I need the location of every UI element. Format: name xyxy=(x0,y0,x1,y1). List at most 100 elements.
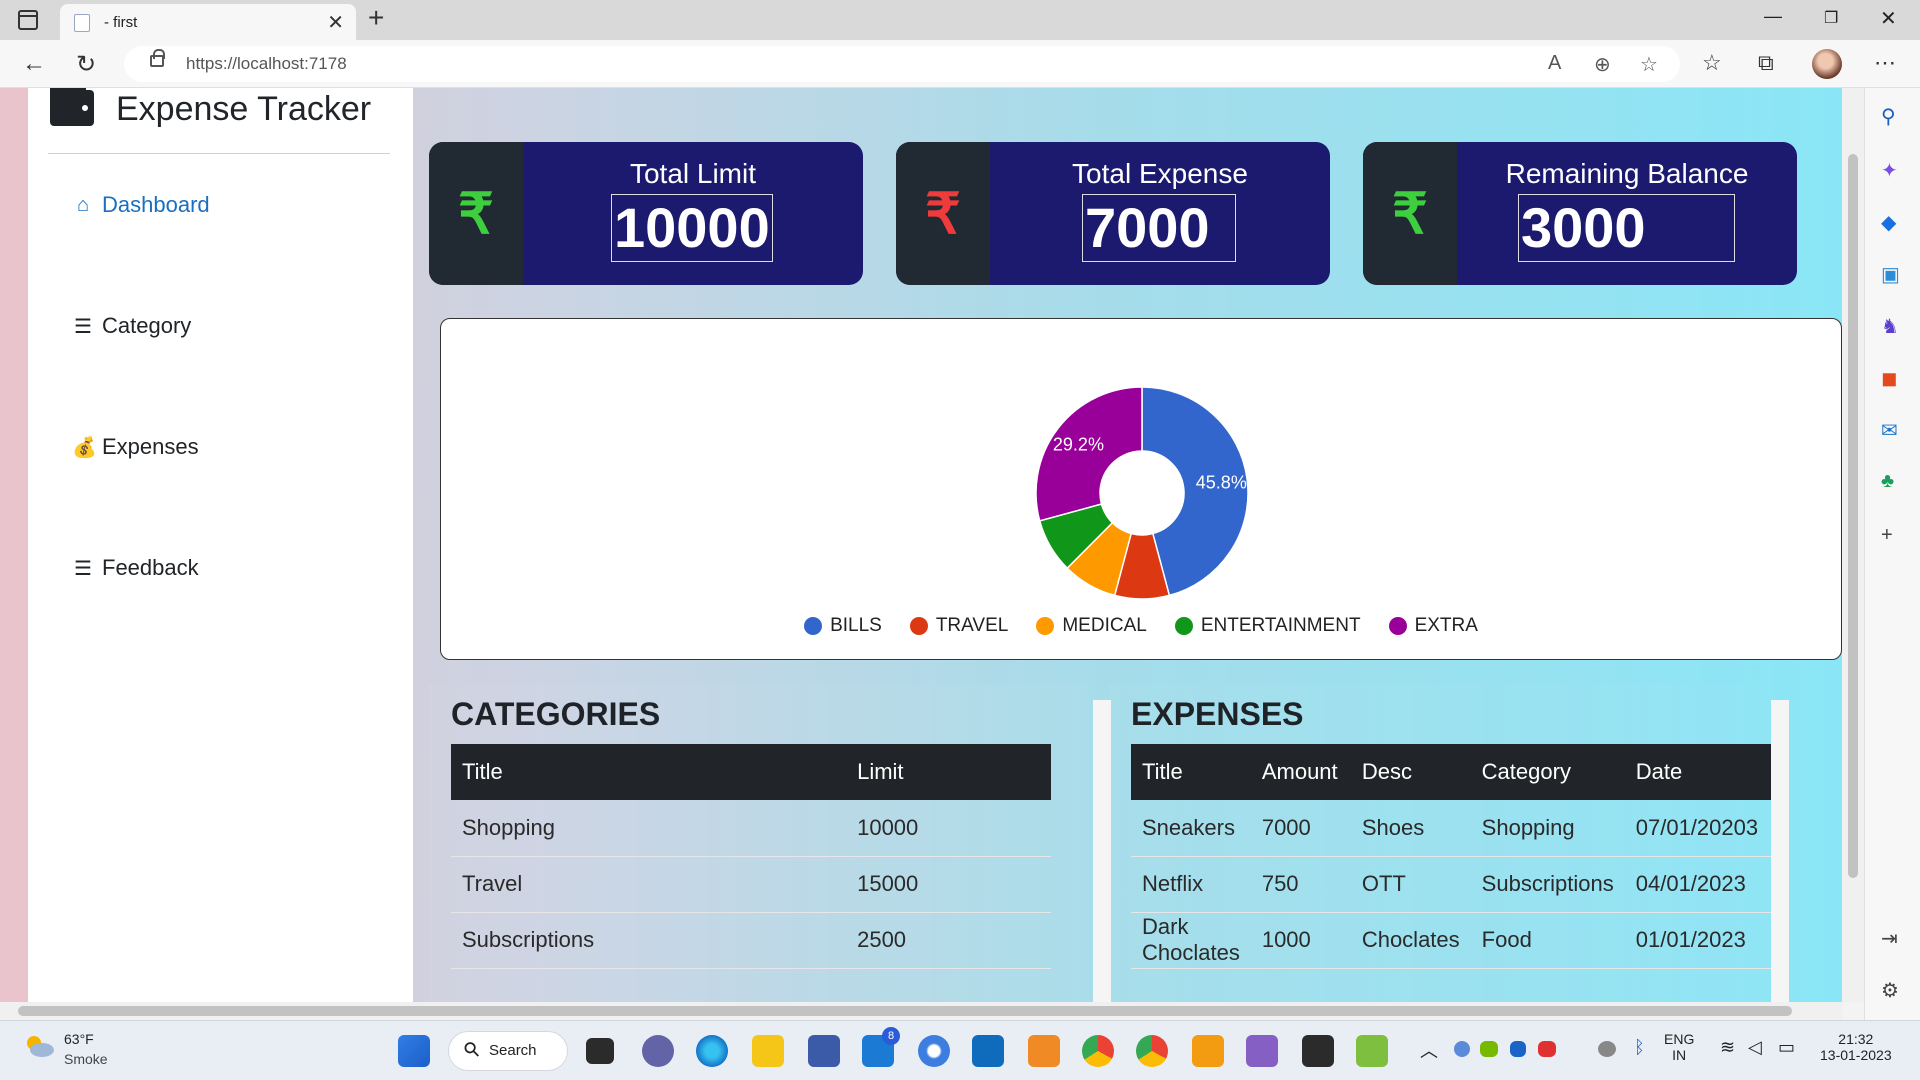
power-automate-icon[interactable] xyxy=(808,1035,840,1067)
table-row[interactable]: Netflix 750 OTT Subscriptions 04/01/2023 xyxy=(1131,856,1771,913)
close-window-icon[interactable]: ✕ xyxy=(1880,8,1897,30)
chat-icon[interactable] xyxy=(642,1035,674,1067)
store-icon[interactable] xyxy=(972,1035,1004,1067)
drop-icon[interactable]: ♣ xyxy=(1881,470,1895,492)
games-icon[interactable]: ♞ xyxy=(1881,316,1899,338)
bluetooth-icon[interactable]: ᛒ xyxy=(1634,1037,1645,1057)
defender-icon[interactable] xyxy=(1510,1041,1526,1057)
new-tab-icon[interactable]: + xyxy=(368,2,385,33)
refresh-icon[interactable]: ↻ xyxy=(76,51,97,78)
table-cell: Shopping xyxy=(451,800,847,857)
url-field[interactable]: https://localhost:7178 A ⊕ ☆ xyxy=(124,46,1680,82)
tab-actions-icon[interactable] xyxy=(18,10,38,30)
read-aloud-icon[interactable]: A xyxy=(1548,52,1562,74)
shopping-icon[interactable]: ◆ xyxy=(1881,212,1897,234)
add-icon[interactable]: + xyxy=(1881,524,1893,546)
sidebar-toggle-icon[interactable]: ⇥ xyxy=(1881,928,1898,950)
home-icon: ⌂ xyxy=(76,193,90,216)
tray-app-icon[interactable] xyxy=(1454,1041,1470,1057)
table-cell: Shopping xyxy=(1470,800,1625,857)
scrollbar-thumb[interactable] xyxy=(18,1006,1792,1016)
expenses-scrollbar[interactable] xyxy=(1771,700,1789,1002)
xampp-icon[interactable] xyxy=(1028,1035,1060,1067)
table-row[interactable]: Sneakers 7000 Shoes Shopping 07/01/20203 xyxy=(1131,800,1771,857)
wifi-icon[interactable]: ≋ xyxy=(1720,1037,1736,1057)
region-code: IN xyxy=(1672,1047,1687,1063)
taskbar-search[interactable]: Search xyxy=(448,1031,568,1071)
weather-temperature[interactable]: 63°F xyxy=(64,1031,94,1047)
favorites-icon[interactable]: ☆ xyxy=(1702,50,1722,75)
profile-avatar[interactable] xyxy=(1812,49,1842,79)
sidebar-item-feedback[interactable]: ☰ Feedback xyxy=(72,555,199,581)
cortana-icon[interactable] xyxy=(918,1035,950,1067)
settings-icon[interactable]: ⚙ xyxy=(1881,980,1899,1002)
antivirus-icon[interactable] xyxy=(1538,1041,1556,1057)
visual-studio-icon[interactable] xyxy=(1246,1035,1278,1067)
scrollbar-thumb[interactable] xyxy=(1848,154,1858,878)
collections-icon[interactable]: ⧉ xyxy=(1758,50,1774,75)
categories-scrollbar[interactable] xyxy=(1093,700,1111,1002)
volume-icon[interactable]: ◁ xyxy=(1748,1037,1762,1057)
more-options-icon[interactable]: ⋯ xyxy=(1874,50,1896,75)
table-cell: 7000 xyxy=(1250,800,1351,857)
clock-date: 13-01-2023 xyxy=(1820,1047,1892,1063)
onedrive-icon[interactable] xyxy=(1598,1041,1616,1057)
legend-item-travel[interactable]: TRAVEL xyxy=(909,615,1008,637)
tools-icon[interactable]: ▣ xyxy=(1881,264,1900,286)
pie-slice-bills[interactable] xyxy=(1141,386,1249,597)
chevron-up-icon[interactable]: ︿ xyxy=(1420,1041,1438,1061)
clock[interactable]: 21:32 13-01-2023 xyxy=(1820,1031,1892,1063)
start-icon[interactable] xyxy=(398,1035,430,1067)
minimize-icon[interactable]: — xyxy=(1764,6,1782,26)
sidebar-item-dashboard[interactable]: ⌂ Dashboard xyxy=(72,192,210,218)
task-view-icon[interactable] xyxy=(586,1038,614,1064)
page-vertical-scrollbar[interactable] xyxy=(1842,88,1864,1002)
browser-tab[interactable]: - first ✕ xyxy=(60,4,356,40)
table-cell: Sneakers xyxy=(1131,800,1251,857)
file-explorer-icon[interactable] xyxy=(752,1035,784,1067)
pie-slice-extra[interactable] xyxy=(1035,386,1143,522)
outlook-icon[interactable]: ✉ xyxy=(1881,420,1898,442)
brand-title: Expense Tracker xyxy=(116,90,372,128)
url-text[interactable]: https://localhost:7178 xyxy=(186,54,347,73)
legend-item-bills[interactable]: BILLS xyxy=(804,615,882,637)
legend-swatch xyxy=(804,617,823,635)
terminal-icon[interactable] xyxy=(1302,1035,1334,1067)
nvidia-icon[interactable] xyxy=(1480,1041,1498,1057)
sidebar-item-expenses[interactable]: 💰 Expenses xyxy=(72,434,199,460)
language-code: ENG xyxy=(1664,1031,1695,1047)
chrome-profile-icon[interactable] xyxy=(1136,1035,1168,1067)
table-cell: Subscriptions xyxy=(1470,856,1625,913)
edge-icon[interactable] xyxy=(696,1035,728,1067)
lock-icon[interactable] xyxy=(150,49,165,67)
page-horizontal-scrollbar[interactable] xyxy=(0,1002,1842,1020)
sublime-icon[interactable] xyxy=(1192,1035,1224,1067)
language-indicator[interactable]: ENG IN xyxy=(1664,1031,1694,1063)
card-title: Total Expense xyxy=(1072,158,1248,189)
chrome-icon[interactable] xyxy=(1082,1035,1114,1067)
battery-icon[interactable]: ▭ xyxy=(1778,1037,1796,1057)
office-icon[interactable]: ◼ xyxy=(1881,368,1898,390)
add-favorite-icon[interactable]: ☆ xyxy=(1640,54,1658,76)
table-row[interactable]: Travel 15000 xyxy=(451,856,1051,913)
restore-icon[interactable]: ❐ xyxy=(1824,10,1839,27)
table-row[interactable]: Dark Choclates 1000 Choclates Food 01/01… xyxy=(1131,912,1771,969)
back-icon[interactable]: ← xyxy=(22,50,46,77)
weather-icon[interactable] xyxy=(22,1033,56,1059)
legend-item-entertainment[interactable]: ENTERTAINMENT xyxy=(1174,615,1361,637)
table-row[interactable]: Subscriptions 2500 xyxy=(451,912,1051,969)
zoom-icon[interactable]: ⊕ xyxy=(1594,54,1611,76)
weather-description[interactable]: Smoke xyxy=(64,1051,108,1067)
brand-divider xyxy=(48,153,390,154)
legend-item-medical[interactable]: MEDICAL xyxy=(1036,615,1147,637)
column-header: Category xyxy=(1470,744,1625,800)
copilot-icon[interactable]: ✦ xyxy=(1881,160,1898,182)
close-tab-icon[interactable]: ✕ xyxy=(327,12,344,34)
sidebar-item-category[interactable]: ☰ Category xyxy=(72,313,191,339)
legend-item-extra[interactable]: EXTRA xyxy=(1388,615,1478,637)
table-row[interactable]: Shopping 10000 xyxy=(451,800,1051,857)
snipping-tool-icon[interactable] xyxy=(1356,1035,1388,1067)
left-edge-strip xyxy=(0,88,28,1002)
search-icon[interactable]: ⚲ xyxy=(1881,106,1896,128)
mail-icon[interactable]: 8 xyxy=(862,1027,900,1067)
